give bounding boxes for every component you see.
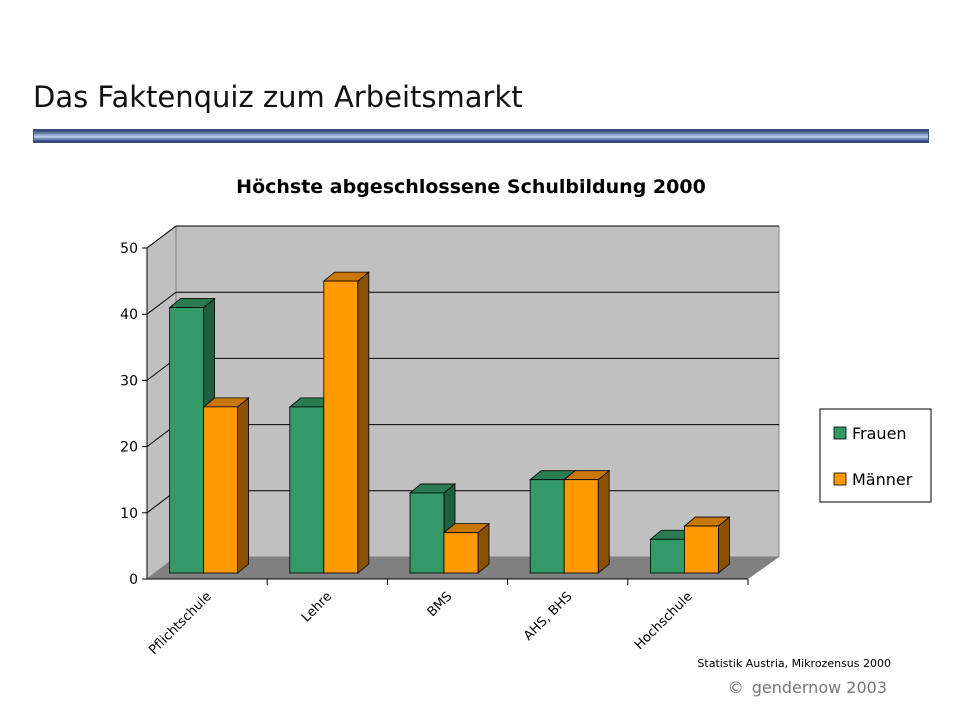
bar-frauen-pflichtschule: [168, 297, 216, 574]
bar-m-nner-hochschule: [683, 516, 731, 574]
legend-label-m-nner: Männer: [852, 470, 913, 489]
y-tick-label-0: 0: [129, 572, 138, 588]
y-tick-label-20: 20: [120, 440, 138, 456]
credit-text: gendernow 2003: [751, 678, 887, 697]
bar-m-nner-bms: [442, 522, 491, 574]
y-tick-label-40: 40: [120, 307, 138, 323]
bar-front: [323, 280, 359, 574]
legend-swatch-m-nner: [833, 472, 847, 486]
bar-front: [529, 479, 565, 574]
gridline-40: [146, 291, 779, 315]
bar-front: [443, 532, 479, 574]
x-tick-label-bms: BMS: [425, 589, 456, 620]
bar-front: [684, 525, 719, 574]
x-tick-label-lehre: Lehre: [299, 589, 335, 625]
bar-front: [409, 492, 445, 574]
bar-side: [357, 271, 370, 574]
copyright-symbol: ©: [727, 678, 744, 697]
title-divider: [33, 129, 929, 143]
x-tick-label-ahs-bhs: AHS, BHS: [521, 589, 576, 644]
bars: [168, 271, 731, 574]
axes: [142, 247, 749, 585]
legend-box: [819, 408, 932, 503]
bar-side: [237, 397, 250, 574]
x-tick-labels: Pflichtschule Lehre BMS AHS, BHS Hochschule: [146, 589, 695, 658]
y-tick-label-50: 50: [120, 241, 138, 257]
y-tick-label-30: 30: [120, 373, 138, 389]
gridline-50: [146, 225, 779, 249]
bar-front: [650, 538, 685, 574]
legend-swatch-frauen: [833, 426, 847, 440]
back-wall: [175, 225, 780, 558]
bar-m-nner-lehre: [322, 271, 370, 574]
source-note: Statistik Austria, Mikrozensus 2000: [697, 657, 891, 670]
bar-m-nner-ahs-bhs: [563, 469, 611, 574]
bar-side: [718, 516, 730, 574]
bar-side: [597, 469, 610, 574]
x-tick-label-hochschule: Hochschule: [632, 589, 696, 653]
bar-front: [563, 479, 599, 574]
bar-front: [169, 307, 205, 574]
chart-title: Höchste abgeschlossene Schulbildung 2000: [236, 176, 706, 198]
y-tick-label-10: 10: [120, 506, 138, 522]
slide-title: Das Faktenquiz zum Arbeitsmarkt: [33, 80, 523, 114]
bar-front: [289, 406, 325, 574]
y-tick-labels: 0 10 20 30 40 50: [120, 241, 138, 588]
x-tick-label-pflichtschule: Pflichtschule: [146, 589, 215, 658]
legend-label-frauen: Frauen: [852, 424, 907, 443]
credit: © gendernow 2003: [728, 678, 887, 697]
legend: Frauen Männer: [819, 408, 932, 503]
bar-m-nner-pflichtschule: [202, 397, 250, 574]
bar-front: [203, 406, 239, 574]
